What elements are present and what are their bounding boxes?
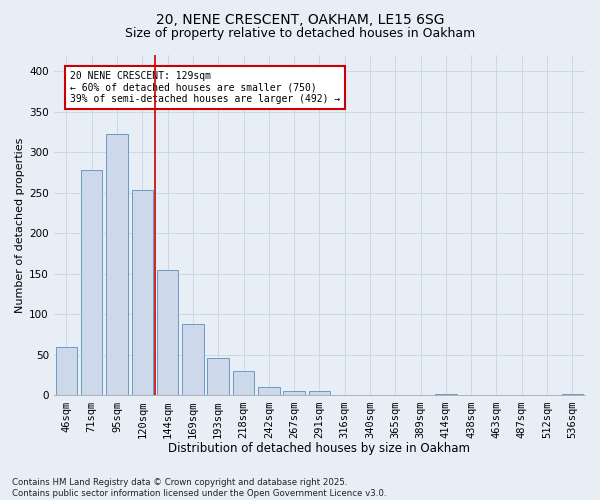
Bar: [157, 270, 178, 396]
Bar: [308, 390, 330, 396]
Bar: [283, 390, 305, 396]
X-axis label: Distribution of detached houses by size in Oakham: Distribution of detached houses by size …: [169, 442, 470, 455]
Text: Contains HM Land Registry data © Crown copyright and database right 2025.
Contai: Contains HM Land Registry data © Crown c…: [12, 478, 386, 498]
Bar: [233, 371, 254, 396]
Text: 20 NENE CRESCENT: 129sqm
← 60% of detached houses are smaller (750)
39% of semi-: 20 NENE CRESCENT: 129sqm ← 60% of detach…: [70, 71, 340, 104]
Bar: [106, 134, 128, 396]
Bar: [562, 394, 583, 396]
Text: Size of property relative to detached houses in Oakham: Size of property relative to detached ho…: [125, 28, 475, 40]
Bar: [435, 394, 457, 396]
Bar: [258, 388, 280, 396]
Bar: [182, 324, 203, 396]
Bar: [131, 190, 153, 396]
Bar: [208, 358, 229, 396]
Text: 20, NENE CRESCENT, OAKHAM, LE15 6SG: 20, NENE CRESCENT, OAKHAM, LE15 6SG: [156, 12, 444, 26]
Y-axis label: Number of detached properties: Number of detached properties: [15, 138, 25, 313]
Bar: [56, 347, 77, 396]
Bar: [81, 170, 103, 396]
